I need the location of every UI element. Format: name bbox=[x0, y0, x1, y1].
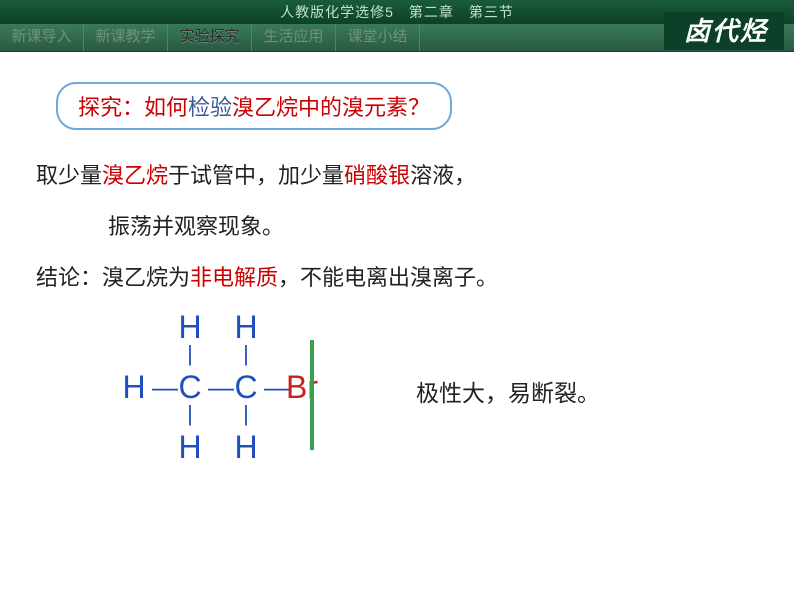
inquiry-suffix: 中的溴元素？ bbox=[298, 95, 430, 120]
atom-h: H bbox=[172, 431, 208, 463]
nav-item-summary[interactable]: 课堂小结 bbox=[336, 24, 420, 51]
atom-h: H bbox=[172, 311, 208, 343]
topic-title: 卤代烃 bbox=[664, 12, 784, 50]
atom-br: Br bbox=[284, 371, 320, 403]
l1-e: 溶液， bbox=[410, 163, 476, 188]
inquiry-mid1: 检验 bbox=[188, 95, 232, 120]
molecule-note: 极性大，易断裂。 bbox=[416, 374, 600, 408]
bond-h: — bbox=[208, 374, 228, 400]
line-3: 结论：溴乙烷为非电解质，不能电离出溴离子。 bbox=[36, 260, 758, 295]
bond-v: | bbox=[172, 407, 208, 427]
bond-v: | bbox=[172, 347, 208, 367]
l1-c: 于试管中，加少量 bbox=[168, 163, 344, 188]
bond-h: — bbox=[152, 374, 172, 400]
inquiry-mid2: 溴乙烷 bbox=[232, 95, 298, 120]
l1-a: 取少量 bbox=[36, 163, 102, 188]
l1-d: 硝酸银 bbox=[344, 163, 410, 188]
molecule-diagram: H H | | H — C — C — Br | | bbox=[36, 312, 758, 492]
nav-item-intro[interactable]: 新课导入 bbox=[0, 24, 84, 51]
line-2: 振荡并观察现象。 bbox=[108, 209, 758, 244]
l3-a: 结论：溴乙烷为 bbox=[36, 265, 190, 290]
l3-b: 非电解质 bbox=[190, 265, 278, 290]
nav-item-application[interactable]: 生活应用 bbox=[252, 24, 336, 51]
bond-v: | bbox=[228, 347, 264, 367]
inquiry-box: 探究：如何检验溴乙烷中的溴元素？ bbox=[56, 82, 452, 130]
atom-c: C bbox=[172, 371, 208, 403]
atom-h: H bbox=[228, 311, 264, 343]
atom-c: C bbox=[228, 371, 264, 403]
bond-v: | bbox=[228, 407, 264, 427]
nav-item-teaching[interactable]: 新课教学 bbox=[84, 24, 168, 51]
nav-item-experiment[interactable]: 实验探究 bbox=[168, 24, 252, 51]
bond-break-line bbox=[310, 340, 314, 450]
nav-bar: 新课导入 新课教学 实验探究 生活应用 课堂小结 卤代烃 bbox=[0, 24, 794, 52]
bond-h: — bbox=[264, 374, 284, 400]
atom-h: H bbox=[116, 371, 152, 403]
line-1: 取少量溴乙烷于试管中，加少量硝酸银溶液， bbox=[36, 158, 758, 193]
l3-c: ，不能电离出溴离子。 bbox=[278, 265, 498, 290]
inquiry-prefix: 探究：如何 bbox=[78, 95, 188, 120]
l1-b: 溴乙烷 bbox=[102, 163, 168, 188]
atom-h: H bbox=[228, 431, 264, 463]
content-area: 探究：如何检验溴乙烷中的溴元素？ 取少量溴乙烷于试管中，加少量硝酸银溶液， 振荡… bbox=[0, 52, 794, 522]
